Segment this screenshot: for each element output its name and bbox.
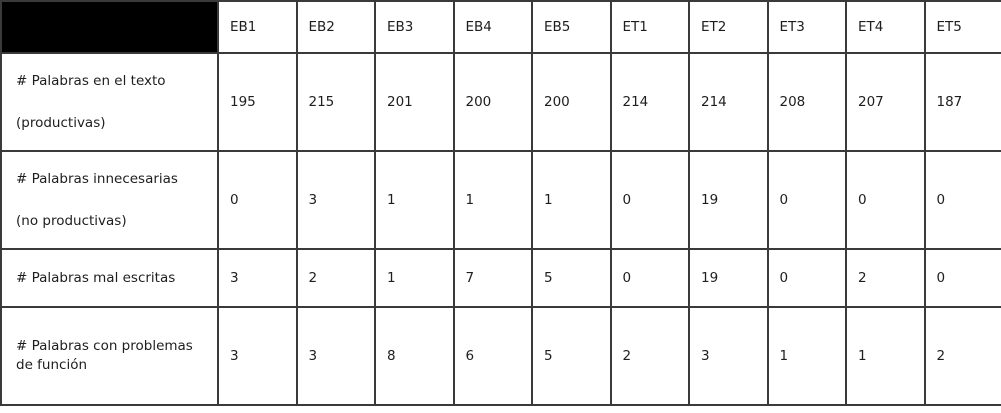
value-cell: 0 [609,248,690,308]
value-cell: 208 [766,52,847,152]
row-label: # Palabras mal escritas [0,248,219,308]
row-label-line: # Palabras en el texto [16,73,166,89]
value-cell: 3 [217,248,298,308]
row-label-line: # Palabras innecesarias [16,171,178,187]
row-label-line: (productivas) [16,115,106,131]
value-cell: 195 [217,52,298,152]
value-cell: 7 [452,248,533,308]
value-cell: 5 [531,248,612,308]
column-header: ET2 [688,0,769,54]
value-cell: 3 [295,306,376,406]
value-cell: 1 [766,306,847,406]
value-cell: 3 [295,150,376,250]
value-cell: 0 [217,150,298,250]
table-row: # Palabras mal escritas 3 2 1 7 5 0 19 0 2 0 [0,248,1001,308]
value-cell: 5 [531,306,612,406]
header-row: EB1 EB2 EB3 EB4 EB5 ET1 ET2 ET3 ET4 ET5 [0,0,1001,54]
value-cell: 2 [923,306,1001,406]
row-label: # Palabras con problemas de función [0,306,219,406]
value-cell: 2 [295,248,376,308]
value-cell: 2 [845,248,926,308]
column-header: EB1 [217,0,298,54]
value-cell: 6 [452,306,533,406]
header-corner-cell [0,0,219,54]
row-label: # Palabras en el texto (productivas) [0,52,219,152]
value-cell: 0 [923,150,1001,250]
value-cell: 3 [688,306,769,406]
value-cell: 201 [374,52,455,152]
value-cell: 0 [766,150,847,250]
row-label-line: # Palabras mal escritas [16,270,176,286]
value-cell: 1 [531,150,612,250]
column-header: EB4 [452,0,533,54]
value-cell: 0 [609,150,690,250]
row-label: # Palabras innecesarias (no productivas) [0,150,219,250]
value-cell: 215 [295,52,376,152]
value-cell: 0 [845,150,926,250]
column-header: ET3 [766,0,847,54]
value-cell: 200 [452,52,533,152]
column-header: EB2 [295,0,376,54]
value-cell: 8 [374,306,455,406]
column-header: EB3 [374,0,455,54]
value-cell: 2 [609,306,690,406]
column-header: ET1 [609,0,690,54]
value-cell: 1 [845,306,926,406]
table-row: # Palabras en el texto (productivas) 195 2… [0,52,1001,152]
value-cell: 3 [217,306,298,406]
value-cell: 0 [923,248,1001,308]
table-row: # Palabras innecesarias (no productivas) … [0,150,1001,250]
value-cell: 200 [531,52,612,152]
value-cell: 19 [688,150,769,250]
value-cell: 1 [452,150,533,250]
value-cell: 1 [374,150,455,250]
row-label-line: de función [16,357,88,373]
value-cell: 1 [374,248,455,308]
column-header: EB5 [531,0,612,54]
column-header: ET5 [923,0,1001,54]
value-cell: 0 [766,248,847,308]
value-cell: 19 [688,248,769,308]
row-label-line: # Palabras con problemas [16,338,193,354]
value-cell: 214 [688,52,769,152]
value-cell: 187 [923,52,1001,152]
column-header: ET4 [845,0,926,54]
value-cell: 207 [845,52,926,152]
value-cell: 214 [609,52,690,152]
row-label-line: (no productivas) [16,213,127,229]
